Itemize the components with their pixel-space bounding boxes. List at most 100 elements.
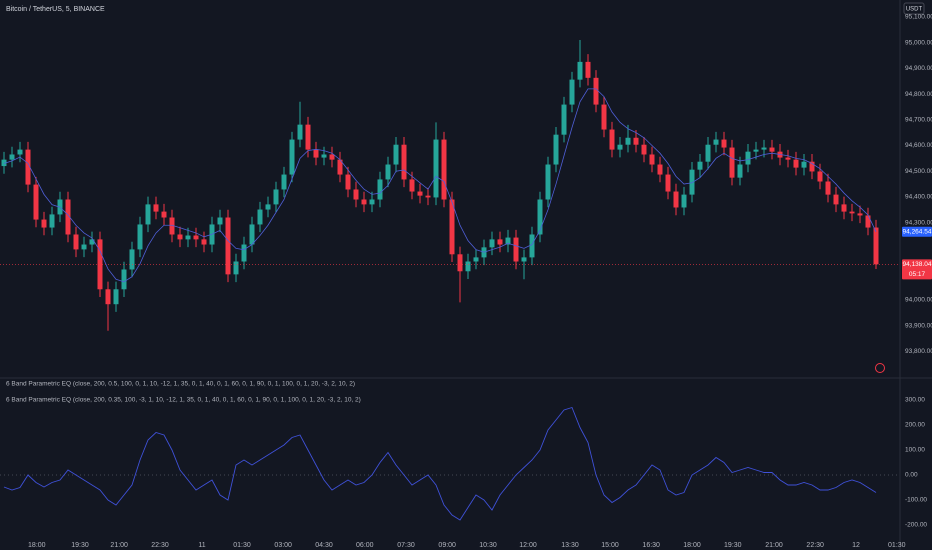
candle-body (129, 249, 135, 270)
candle-body (233, 261, 239, 275)
candle-body (561, 104, 567, 135)
y-tick-label: 94,500.00 (905, 168, 932, 175)
candle-body (681, 194, 687, 208)
candle-body (369, 199, 375, 205)
y-tick-label: 0.00 (905, 472, 918, 479)
candle-body (585, 61, 591, 78)
candle-body (337, 159, 343, 175)
candle-body (457, 254, 463, 272)
price-badge-label: 94,264.54 (903, 228, 932, 235)
x-tick-label: 21:00 (765, 542, 783, 549)
y-tick-label: 94,400.00 (905, 194, 932, 201)
candle-body (665, 174, 671, 192)
candle-body (17, 149, 23, 155)
candle-body (769, 147, 775, 152)
candle-body (425, 195, 431, 198)
candle-body (265, 204, 271, 210)
x-tick-label: 18:00 (683, 542, 701, 549)
oscillator-line (3, 406, 877, 521)
candle-body (297, 124, 303, 140)
x-tick-label: 19:30 (724, 542, 742, 549)
x-tick-label: 10:30 (479, 542, 497, 549)
candle-body (161, 211, 167, 218)
candle-body (865, 215, 871, 228)
candle-body (289, 139, 295, 175)
candle-body (489, 239, 495, 248)
currency-badge[interactable] (903, 2, 925, 15)
y-tick-label: -200.00 (905, 522, 927, 529)
candle-body (697, 161, 703, 170)
price-badge (902, 259, 932, 280)
candle-body (745, 151, 751, 165)
candle-body (25, 149, 31, 185)
candle-body (153, 204, 159, 212)
candle-body (817, 171, 823, 182)
candle-body (753, 149, 759, 152)
candle-body (41, 219, 47, 228)
candle-body (145, 204, 151, 225)
candle-body (761, 147, 767, 150)
candle-body (833, 194, 839, 205)
y-tick-label: 94,900.00 (905, 65, 932, 72)
candle-body (473, 257, 479, 262)
candle-body (641, 144, 647, 155)
price-badge (902, 226, 932, 237)
candle-body (73, 234, 79, 250)
candle-body (321, 154, 327, 158)
candle-body (113, 289, 119, 305)
candle-body (193, 235, 199, 240)
x-tick-label: 07:30 (397, 542, 415, 549)
y-tick-label: 94,800.00 (905, 91, 932, 98)
candle-body (361, 199, 367, 205)
candle-body (553, 134, 559, 165)
candle-body (601, 104, 607, 130)
y-tick-label: 95,100.00 (905, 14, 932, 21)
candle-body (801, 161, 807, 168)
x-tick-label: 09:00 (438, 542, 456, 549)
x-tick-label: 16:30 (642, 542, 660, 549)
candle-body (305, 124, 311, 150)
candle-body (81, 244, 87, 250)
candle-body (841, 204, 847, 212)
x-tick-label: 22:30 (151, 542, 169, 549)
candle-body (313, 149, 319, 158)
candle-body (33, 184, 39, 220)
candle-body (505, 237, 511, 245)
candle-body (705, 144, 711, 162)
y-tick-label: 93,800.00 (905, 348, 932, 355)
indicator-legend: 6 Band Parametric EQ (close, 200, 0.5, 1… (6, 381, 355, 388)
candle-body (545, 164, 551, 200)
candle-body (281, 174, 287, 190)
candle-body (433, 139, 439, 198)
y-tick-label: 93,900.00 (905, 322, 932, 329)
y-tick-label: 200.00 (905, 422, 925, 429)
price-badge-countdown: 05:17 (909, 271, 926, 278)
candle-body (185, 235, 191, 240)
candle-body (729, 147, 735, 178)
candle-body (465, 261, 471, 272)
x-tick-label: 04:30 (315, 542, 333, 549)
x-tick-label: 19:30 (71, 542, 89, 549)
candle-body (393, 144, 399, 165)
currency-label[interactable]: USDT (906, 7, 923, 13)
candle-body (1, 159, 7, 167)
candle-body (441, 139, 447, 200)
clock-icon[interactable] (875, 363, 885, 373)
candle-body (497, 239, 503, 245)
candle-body (809, 161, 815, 172)
candle-body (273, 189, 279, 205)
y-tick-label: 94,300.00 (905, 219, 932, 226)
candle-body (89, 239, 95, 245)
candle-body (49, 214, 55, 228)
candle-body (625, 137, 631, 145)
candle-body (65, 199, 71, 235)
candle-body (857, 213, 863, 216)
candle-body (849, 211, 855, 214)
candle-body (377, 179, 383, 200)
candle-body (633, 137, 639, 145)
y-tick-label: 95,000.00 (905, 39, 932, 46)
candle-body (9, 154, 15, 160)
price-pane: 95,100.00 95,000.00 94,900.00 94,800.00 94,7… (0, 14, 932, 355)
